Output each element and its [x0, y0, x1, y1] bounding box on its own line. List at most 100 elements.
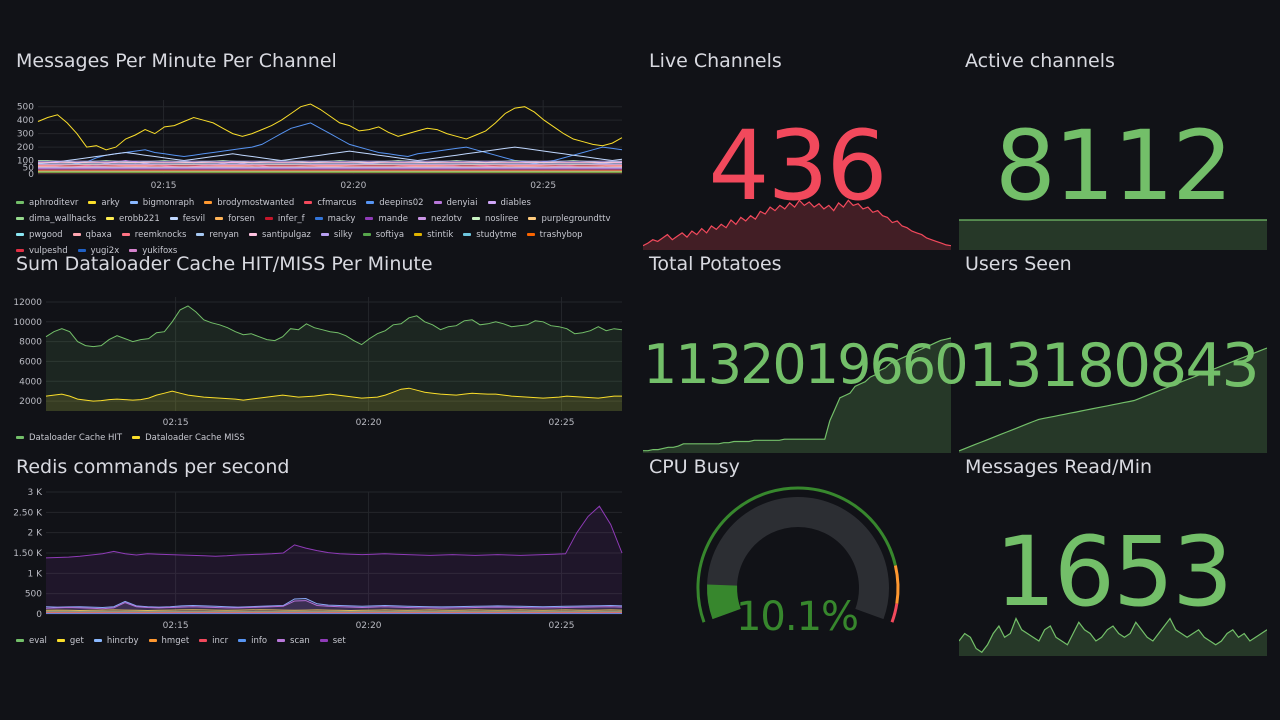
- legend-item[interactable]: denyiai: [433, 195, 478, 211]
- legend-item[interactable]: diables: [487, 195, 531, 211]
- legend-item[interactable]: macky: [314, 211, 355, 227]
- x-tick-label: 02:25: [549, 621, 575, 628]
- legend-item[interactable]: yukifoxs: [129, 243, 177, 259]
- legend-item[interactable]: eval: [16, 633, 47, 649]
- legend-label: santipulgaz: [261, 230, 311, 240]
- legend-swatch: [204, 201, 213, 204]
- x-tick-label: 02:20: [356, 621, 382, 628]
- legend-swatch: [238, 639, 247, 642]
- legend-item[interactable]: get: [56, 633, 84, 649]
- panel-active-channels: Active channels 8112: [959, 50, 1267, 250]
- y-tick-label: 0: [36, 610, 42, 620]
- legend-item[interactable]: arky: [88, 195, 120, 211]
- y-tick-label: 2 K: [28, 529, 44, 539]
- legend-item[interactable]: nezlotv: [417, 211, 462, 227]
- legend-item[interactable]: erobb221: [106, 211, 160, 227]
- legend-swatch: [16, 217, 24, 220]
- stat-value: 1132019660: [643, 333, 969, 396]
- legend-item[interactable]: nosliree: [471, 211, 518, 227]
- panel-total-potatoes: Total Potatoes 1132019660: [643, 253, 969, 453]
- legend-item[interactable]: hincrby: [93, 633, 139, 649]
- legend-swatch: [129, 201, 138, 204]
- sparkline-area: [959, 348, 1267, 453]
- legend-item[interactable]: forsen: [215, 211, 255, 227]
- sparkline-line: [643, 199, 951, 247]
- panel-users-seen: Users Seen 13180843: [959, 253, 1267, 453]
- legend-item[interactable]: stintik: [414, 227, 453, 243]
- legend-label: fesvil: [182, 214, 206, 224]
- legend-item[interactable]: mande: [365, 211, 408, 227]
- legend-item[interactable]: purplegroundttv: [528, 211, 611, 227]
- legend-swatch: [16, 233, 24, 236]
- legend-item[interactable]: renyan: [196, 227, 239, 243]
- legend-item[interactable]: studytme: [463, 227, 517, 243]
- legend-label: erobb221: [119, 214, 160, 224]
- legend-item[interactable]: vulpeshd: [16, 243, 68, 259]
- panel-title: Active channels: [965, 50, 1115, 72]
- legend-swatch: [199, 639, 208, 642]
- y-tick-label: 200: [17, 143, 34, 153]
- legend-label: get: [69, 636, 84, 646]
- legend-item[interactable]: aphroditevr: [16, 195, 78, 211]
- legend-item[interactable]: bigmonraph: [129, 195, 194, 211]
- series-area: [46, 305, 622, 411]
- legend-label: yugi2x: [90, 246, 120, 256]
- legend-label: mande: [378, 214, 408, 224]
- legend-item[interactable]: qbaxa: [72, 227, 112, 243]
- legend-item[interactable]: pwgood: [16, 227, 63, 243]
- legend-item[interactable]: brodymostwanted: [204, 195, 294, 211]
- legend-item[interactable]: set: [319, 633, 346, 649]
- legend-label: purplegroundttv: [541, 214, 611, 224]
- gauge-threshold-band: [696, 486, 897, 623]
- y-tick-label: 2000: [19, 397, 42, 407]
- legend-swatch: [277, 639, 286, 642]
- y-tick-label: 300: [17, 130, 34, 140]
- legend-item[interactable]: info: [238, 633, 267, 649]
- series-line: [45, 305, 623, 348]
- legend-swatch: [264, 217, 273, 220]
- y-tick-label: 8000: [19, 338, 42, 348]
- panel-title: Messages Per Minute Per Channel: [16, 50, 337, 72]
- legend-item[interactable]: scan: [277, 633, 310, 649]
- legend-label: scan: [290, 636, 310, 646]
- legend-item[interactable]: trashybop: [526, 227, 583, 243]
- cpu-gauge: [696, 486, 900, 623]
- legend-label: incr: [212, 636, 229, 646]
- gauge-threshold-band: [890, 603, 899, 623]
- legend-label: hincrby: [106, 636, 139, 646]
- legend-item[interactable]: silky: [320, 227, 353, 243]
- legend-label: diables: [500, 198, 531, 208]
- legend-swatch: [16, 249, 24, 252]
- legend-item[interactable]: softiya: [362, 227, 404, 243]
- legend-item[interactable]: Dataloader Cache HIT: [16, 430, 122, 446]
- x-tick-label: 02:25: [549, 418, 575, 428]
- y-tick-label: 1.50 K: [13, 549, 43, 559]
- legend-item[interactable]: santipulgaz: [248, 227, 311, 243]
- legend-item[interactable]: deepins02: [366, 195, 424, 211]
- legend-item[interactable]: yugi2x: [77, 243, 120, 259]
- cache-chart: 2000 4000 6000 8000 10000 12000 02:15 02:20 02:2…: [13, 297, 623, 428]
- gauge-value-arc: [707, 584, 741, 620]
- legend-swatch: [132, 436, 141, 439]
- legend-label: vulpeshd: [29, 246, 68, 256]
- y-tick-label: 1 K: [28, 569, 44, 579]
- legend-item[interactable]: Dataloader Cache MISS: [132, 430, 245, 446]
- legend-item[interactable]: reemknocks: [121, 227, 186, 243]
- legend-item[interactable]: dima_wallhacks: [16, 211, 96, 227]
- legend-item[interactable]: infer_f: [264, 211, 305, 227]
- legend-swatch: [148, 639, 157, 642]
- legend-swatch: [248, 233, 257, 236]
- legend-item[interactable]: hmget: [148, 633, 189, 649]
- legend-label: infer_f: [277, 214, 305, 224]
- y-tick-label: 500: [17, 103, 34, 113]
- legend-item[interactable]: cfmarcus: [304, 195, 356, 211]
- stat-value: 13180843: [968, 331, 1259, 401]
- legend-swatch: [414, 233, 423, 236]
- legend-item[interactable]: incr: [199, 633, 228, 649]
- users-sparkline: [959, 347, 1267, 453]
- legend-label: renyan: [209, 230, 239, 240]
- legend-item[interactable]: fesvil: [169, 211, 206, 227]
- y-tick-label: 0: [28, 170, 34, 180]
- legend-label: yukifoxs: [142, 246, 178, 256]
